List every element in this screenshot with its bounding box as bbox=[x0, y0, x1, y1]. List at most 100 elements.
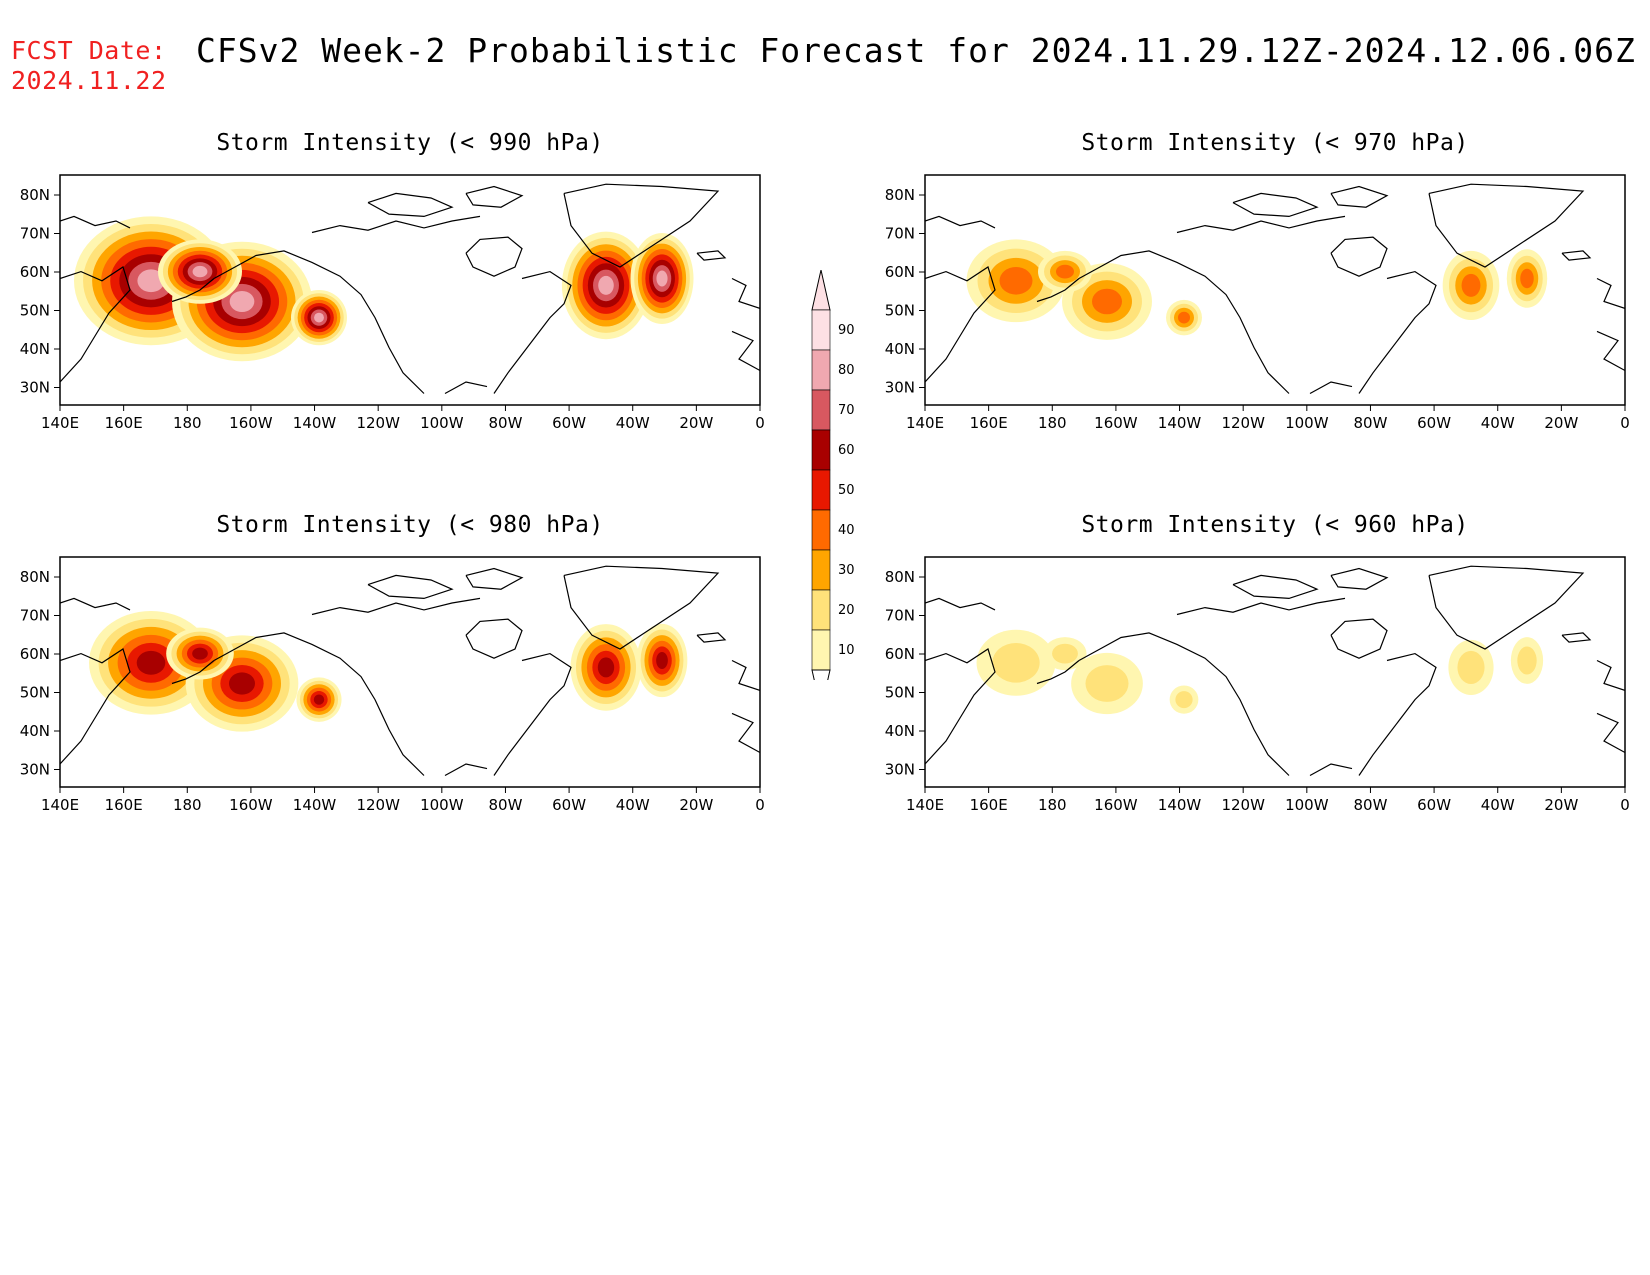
lon-tick-label: 160E bbox=[970, 414, 1008, 432]
coastline bbox=[1358, 652, 1437, 776]
coastline bbox=[171, 660, 215, 685]
lon-tick-label: 160W bbox=[1094, 796, 1138, 814]
coastline bbox=[1330, 618, 1388, 659]
colorbar-swatch bbox=[811, 509, 831, 551]
lon-tick-label: 100W bbox=[420, 414, 464, 432]
lat-tick-label: 40N bbox=[885, 722, 915, 740]
lon-tick-label: 100W bbox=[420, 796, 464, 814]
probability-contour bbox=[1092, 288, 1122, 315]
panel-title: Storm Intensity (< 990 hPa) bbox=[216, 130, 604, 156]
probability-contour bbox=[228, 672, 256, 695]
probability-contour bbox=[656, 270, 668, 287]
lon-tick-label: 80W bbox=[488, 796, 522, 814]
coastline bbox=[1309, 763, 1353, 777]
probability-field bbox=[925, 565, 1625, 777]
probability-contour bbox=[1085, 665, 1129, 702]
lon-tick-label: 140E bbox=[41, 414, 79, 432]
lat-tick-label: 80N bbox=[885, 186, 915, 204]
coastline bbox=[60, 215, 131, 229]
coastline bbox=[311, 597, 481, 616]
colorbar-level-label: 50 bbox=[838, 483, 855, 498]
coastline bbox=[1561, 250, 1592, 261]
coastline bbox=[1078, 632, 1290, 776]
lat-tick-label: 80N bbox=[20, 186, 50, 204]
lat-tick-label: 80N bbox=[885, 568, 915, 586]
coastline bbox=[465, 236, 523, 277]
map-svg: 140E 160E 180 160W 140W 120W 100W 80W 60W 40W 20W 0… bbox=[20, 174, 765, 432]
coastline bbox=[465, 185, 524, 208]
colorbar-top-arrow bbox=[811, 269, 831, 311]
colorbar-swatch bbox=[811, 549, 831, 591]
probability-contour bbox=[1520, 268, 1534, 289]
lon-tick-label: 0 bbox=[755, 796, 765, 814]
probability-field bbox=[60, 183, 760, 395]
lon-tick-label: 80W bbox=[1353, 796, 1387, 814]
lon-tick-label: 180 bbox=[1038, 414, 1067, 432]
probability-contour bbox=[313, 694, 325, 705]
probability-contour bbox=[1178, 311, 1190, 324]
lon-tick-label: 60W bbox=[1417, 796, 1451, 814]
lon-tick-label: 20W bbox=[679, 796, 713, 814]
probability-contour bbox=[992, 642, 1040, 683]
colorbar-bottom-arrow bbox=[811, 669, 831, 711]
probability-contour bbox=[598, 275, 614, 295]
coastline bbox=[563, 565, 720, 650]
coastline bbox=[731, 659, 760, 691]
coastline bbox=[1561, 632, 1592, 643]
lat-tick-label: 40N bbox=[20, 340, 50, 358]
probability-contour bbox=[597, 657, 615, 678]
colorbar-svg: 90 80 70 60 50 40 30 20 10 bbox=[811, 269, 855, 711]
forecast-date-label: FCST Date: bbox=[11, 36, 167, 65]
map-svg: 140E 160E 180 160W 140W 120W 100W 80W 60W 40W 20W 0… bbox=[885, 174, 1630, 432]
lon-tick-label: 20W bbox=[1544, 796, 1578, 814]
panel-title: Storm Intensity (< 960 hPa) bbox=[1081, 512, 1469, 538]
coastline bbox=[444, 763, 488, 777]
coastline bbox=[696, 250, 727, 261]
coastline bbox=[367, 192, 454, 218]
probability-contour bbox=[192, 265, 208, 278]
lon-tick-label: 60W bbox=[552, 796, 586, 814]
coastline bbox=[60, 266, 131, 383]
lat-tick-label: 60N bbox=[885, 263, 915, 281]
lon-tick-label: 140W bbox=[1158, 796, 1202, 814]
coastline bbox=[563, 183, 720, 268]
probability-contour bbox=[999, 267, 1033, 295]
lon-tick-label: 120W bbox=[356, 796, 400, 814]
map-svg: 140E 160E 180 160W 140W 120W 100W 80W 60W 40W 20W 0… bbox=[885, 556, 1630, 814]
lat-tick-label: 50N bbox=[885, 684, 915, 702]
lat-tick-label: 30N bbox=[20, 379, 50, 397]
lat-tick-label: 50N bbox=[885, 302, 915, 320]
coastline bbox=[493, 270, 572, 394]
probability-contour bbox=[1461, 273, 1481, 297]
colorbar-level-label: 80 bbox=[838, 363, 855, 378]
lon-tick-label: 20W bbox=[679, 414, 713, 432]
colorbar-swatch bbox=[811, 349, 831, 391]
coastline bbox=[1330, 185, 1389, 208]
lon-tick-label: 120W bbox=[1221, 414, 1265, 432]
lon-tick-label: 160W bbox=[229, 796, 273, 814]
lon-tick-label: 0 bbox=[755, 414, 765, 432]
panel-980hpa: Storm Intensity (< 980 hPa) 140E 160E 180 1… bbox=[0, 512, 765, 814]
coastline bbox=[1330, 236, 1388, 277]
lon-tick-label: 100W bbox=[1285, 414, 1329, 432]
coastline bbox=[213, 250, 425, 394]
lon-tick-label: 140E bbox=[41, 796, 79, 814]
coastline bbox=[925, 597, 996, 611]
coastline bbox=[60, 597, 131, 611]
lon-tick-label: 160E bbox=[105, 796, 143, 814]
coastline bbox=[1428, 183, 1585, 268]
panel-960hpa: Storm Intensity (< 960 hPa) 140E 160E 180 1… bbox=[865, 512, 1630, 814]
lon-tick-label: 0 bbox=[1620, 414, 1630, 432]
colorbar-level-label: 70 bbox=[838, 403, 855, 418]
map-frame bbox=[59, 556, 761, 788]
probability-contour bbox=[1457, 650, 1485, 684]
probability-field bbox=[60, 565, 760, 777]
coastline bbox=[493, 652, 572, 776]
coastline bbox=[1078, 250, 1290, 394]
lon-tick-label: 100W bbox=[1285, 796, 1329, 814]
lon-tick-label: 120W bbox=[1221, 796, 1265, 814]
lon-tick-label: 180 bbox=[173, 796, 202, 814]
lat-tick-label: 70N bbox=[885, 607, 915, 625]
lat-tick-label: 70N bbox=[20, 607, 50, 625]
lon-tick-label: 180 bbox=[1038, 796, 1067, 814]
